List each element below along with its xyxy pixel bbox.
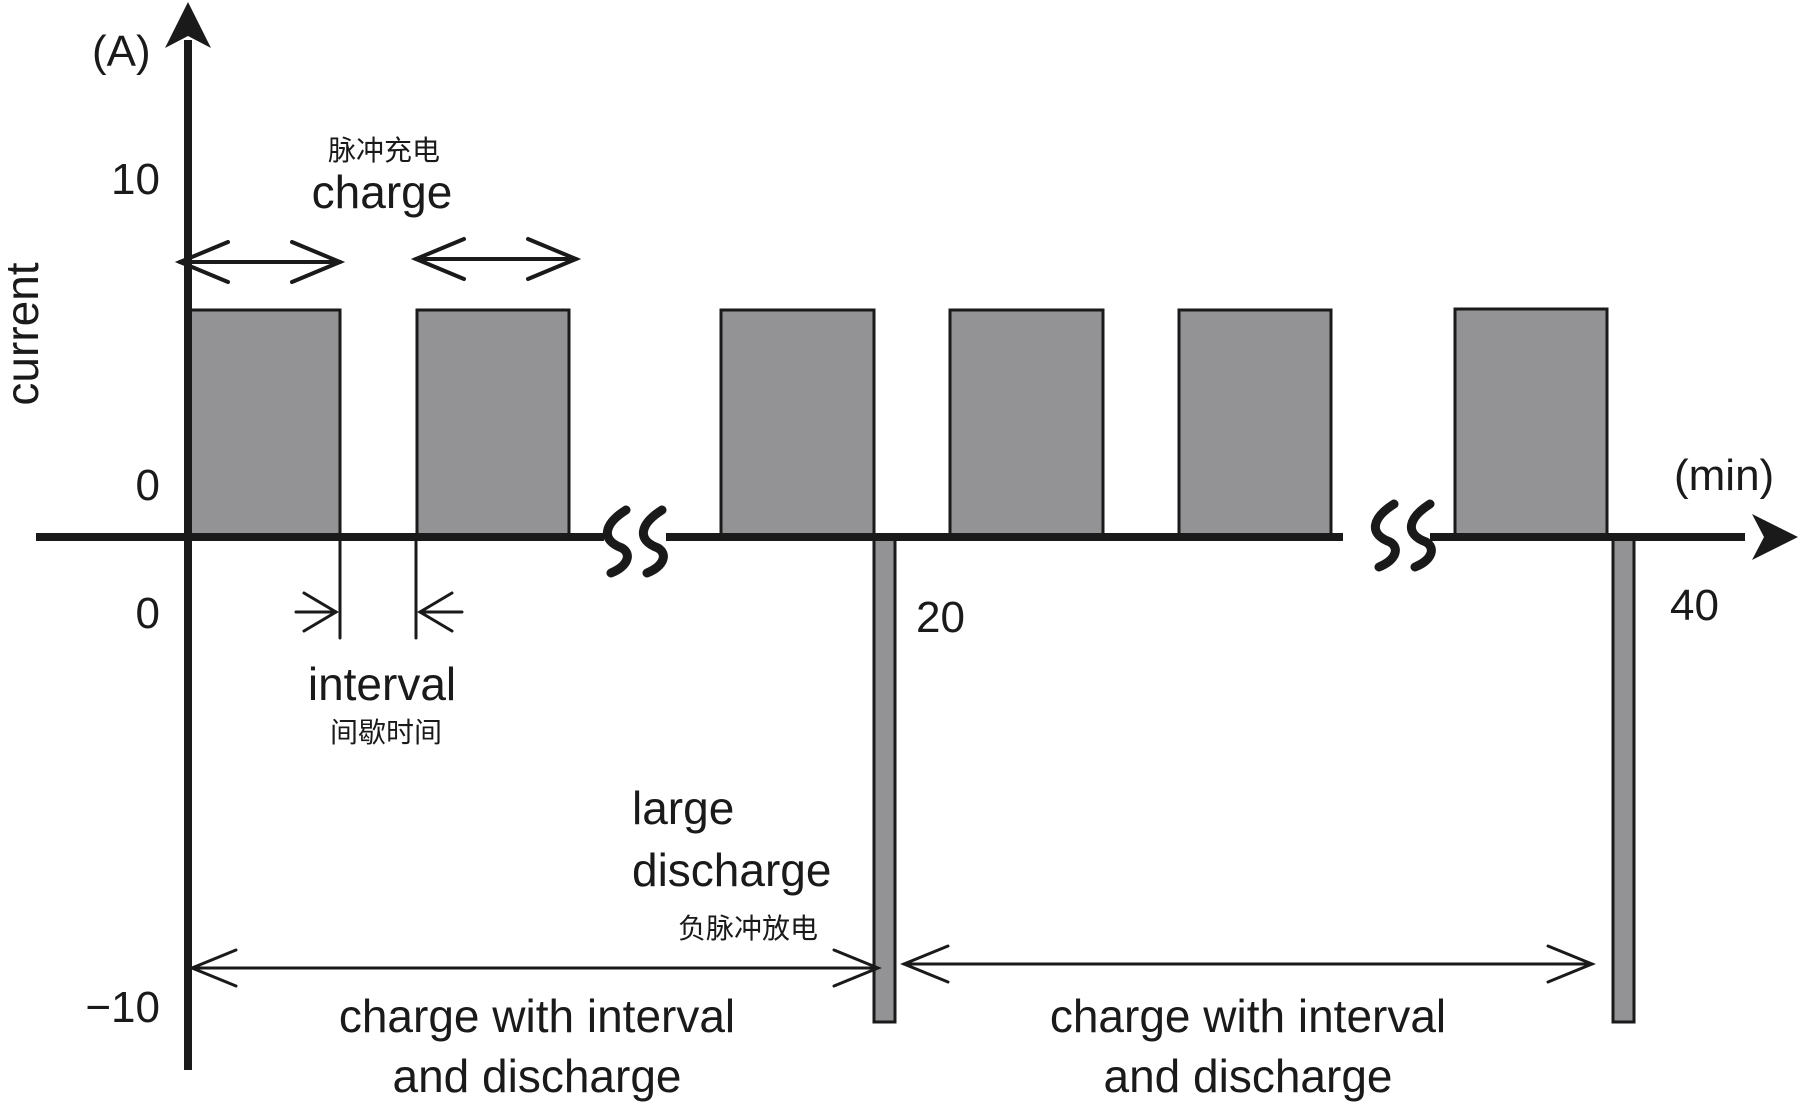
- x-axis-arrowhead: [1752, 514, 1798, 560]
- charge-pulse-3: [719, 308, 876, 538]
- charge-pulse-2: [415, 308, 571, 538]
- y-tick-0: 0: [136, 461, 160, 510]
- charge-pulses: [187, 307, 1609, 538]
- cycle-2-label-line1: charge with interval: [1050, 990, 1446, 1042]
- axes: [36, 40, 1745, 1070]
- interval-markers: [294, 538, 464, 640]
- charge-pulse-4: [948, 308, 1105, 538]
- cycle-2-label-line2: and discharge: [1104, 1050, 1393, 1102]
- charge-label-cn: 脉冲充电: [328, 134, 440, 167]
- x-tick-20: 20: [916, 593, 965, 642]
- charge-label: charge: [312, 166, 453, 218]
- y-tick-minus-10: −10: [85, 983, 160, 1032]
- axis-break-1: [602, 505, 668, 578]
- discharge-pulses: [872, 534, 1636, 1024]
- charge-pulse-1: [187, 308, 342, 538]
- interval-label-cn: 间歇时间: [330, 716, 442, 749]
- x-tick-40: 40: [1670, 581, 1719, 630]
- charge-pulse-6: [1453, 307, 1609, 538]
- discharge-label-cn: 负脉冲放电: [678, 912, 818, 945]
- x-unit-label: (min): [1674, 451, 1774, 500]
- interval-label: interval: [308, 658, 456, 710]
- y-axis-arrowhead: [165, 2, 211, 48]
- y-axis-title: current: [0, 262, 48, 405]
- charge-arrows: [174, 237, 582, 284]
- axis-break-2: [1370, 499, 1436, 572]
- cycle-span-arrows: [188, 944, 1596, 988]
- x-tick-0: 0: [136, 589, 160, 638]
- discharge-pulse-1: [872, 534, 897, 1024]
- large-discharge-label-line2: discharge: [632, 844, 831, 896]
- y-tick-10: 10: [111, 155, 160, 204]
- cycle-1-label-line1: charge with interval: [339, 990, 735, 1042]
- y-unit-label: (A): [92, 27, 151, 76]
- large-discharge-label-line1: large: [632, 782, 734, 834]
- cycle-1-label-line2: and discharge: [393, 1050, 682, 1102]
- charge-pulse-5: [1177, 308, 1333, 538]
- discharge-pulse-2: [1611, 534, 1636, 1024]
